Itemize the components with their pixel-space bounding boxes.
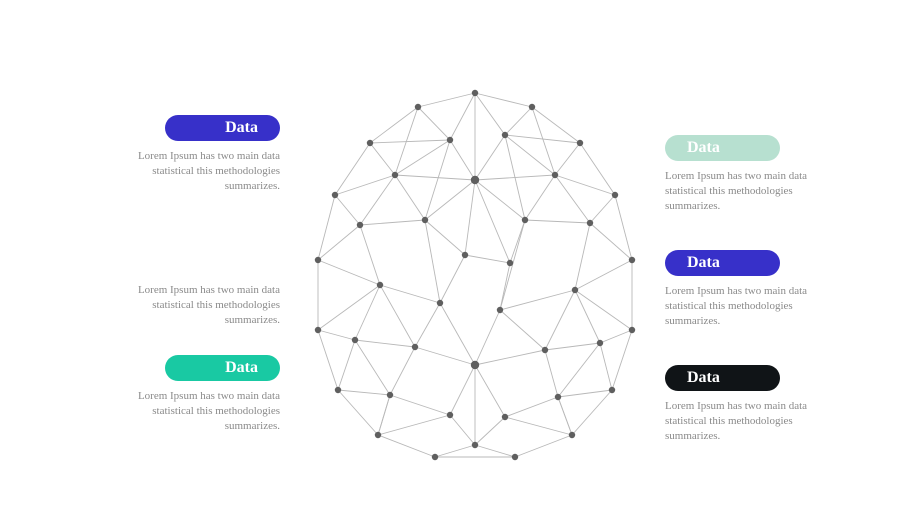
right-block-2: Data Lorem Ipsum has two main data stati… [665, 365, 845, 444]
desc-left-1: Lorem Ipsum has two main data statistica… [100, 283, 280, 328]
pill-right-1: Data [665, 250, 780, 276]
desc-right-1: Lorem Ipsum has two main data statistica… [665, 284, 845, 329]
pill-left-2: Data [165, 355, 280, 381]
infographic-stage: Data Lorem Ipsum has two main data stati… [0, 0, 920, 518]
desc-left-2: Lorem Ipsum has two main data statistica… [100, 389, 280, 434]
desc-right-0: Lorem Ipsum has two main data statistica… [665, 169, 845, 214]
right-block-0: Data Lorem Ipsum has two main data stati… [665, 135, 845, 214]
left-block-2: Data Lorem Ipsum has two main data stati… [100, 355, 280, 434]
pill-right-2: Data [665, 365, 780, 391]
desc-left-0: Lorem Ipsum has two main data statistica… [100, 149, 280, 194]
desc-right-2: Lorem Ipsum has two main data statistica… [665, 399, 845, 444]
network-diagram [300, 85, 650, 465]
right-block-1: Data Lorem Ipsum has two main data stati… [665, 250, 845, 329]
left-block-0: Data Lorem Ipsum has two main data stati… [100, 115, 280, 194]
pill-right-0: Data [665, 135, 780, 161]
left-block-1: Lorem Ipsum has two main data statistica… [100, 275, 280, 328]
pill-left-0: Data [165, 115, 280, 141]
